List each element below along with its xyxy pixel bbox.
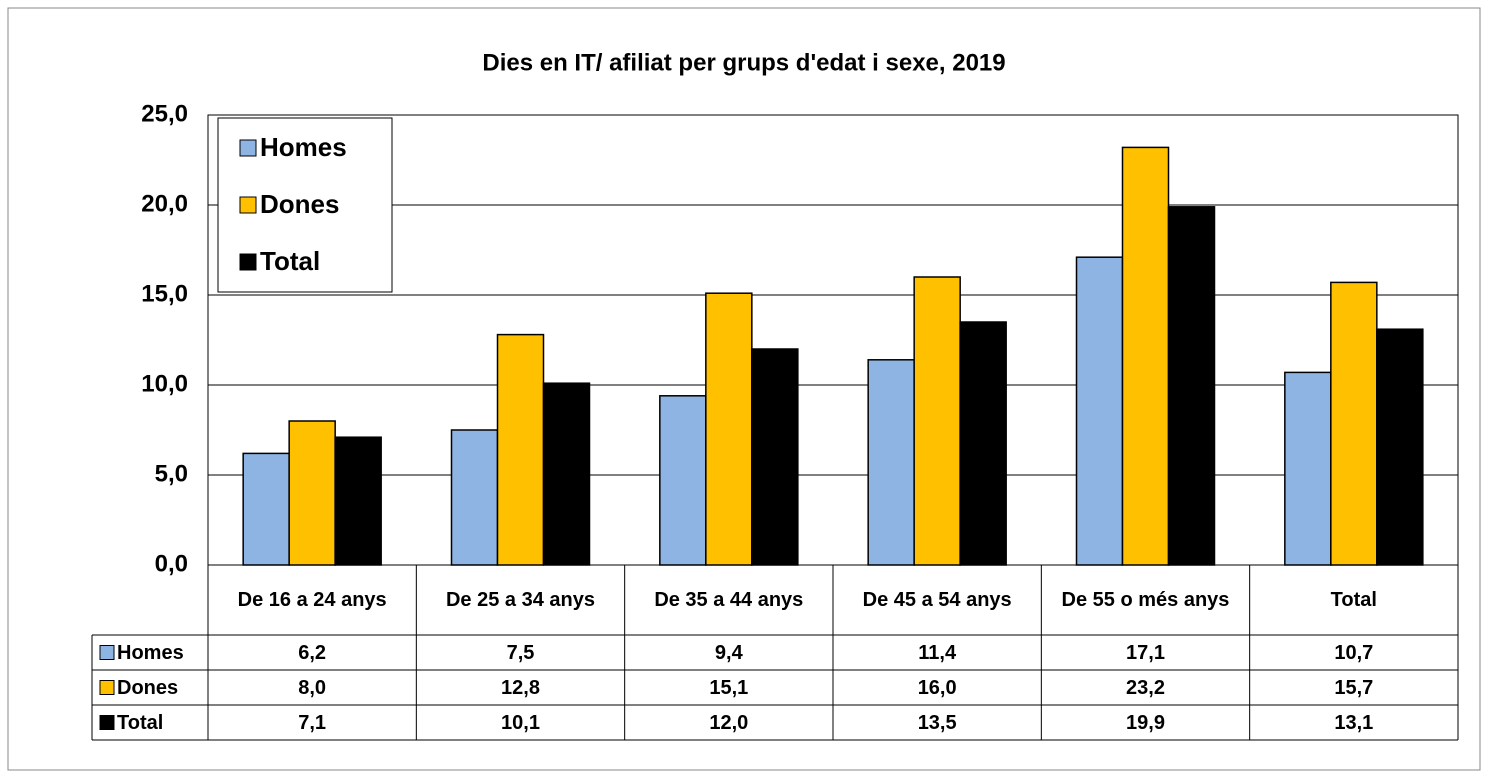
legend-key [239,253,257,271]
table-cell: 23,2 [1126,677,1165,699]
bar [450,429,499,566]
bar [751,348,799,566]
y-tick-label: 25,0 [141,100,188,127]
y-tick-label: 15,0 [141,280,188,307]
y-tick-label: 5,0 [155,460,188,487]
table-row-label: Total [117,712,163,734]
table-cell: 13,5 [918,712,957,734]
table-legend-key [99,715,115,730]
table-row-label: Dones [117,677,178,699]
x-tick-label-box: De 35 a 44 anys [654,589,804,611]
bar [867,359,915,566]
x-tick-label-box: De 55 o més anys [1061,589,1230,611]
y-tick-label: 0,0 [155,550,188,577]
bar [1376,328,1424,566]
x-tick-label: De 35 a 44 anys [654,589,804,611]
chart-title: Dies en IT/ afiliat per grups d'edat i s… [482,49,1005,76]
table-cell: 7,1 [298,712,326,734]
legend-label: Homes [260,132,347,162]
table-cell: 15,7 [1334,677,1373,699]
table-cell: 8,0 [298,677,326,699]
bar [542,382,591,566]
table-cell: 12,0 [709,712,748,734]
x-tick-label: De 25 a 34 anys [445,589,595,611]
table-cell: 13,1 [1334,712,1373,734]
legend-key [239,139,257,157]
bar [1330,281,1378,566]
y-tick-label: 20,0 [141,190,188,217]
bar [1284,371,1332,566]
table-cell: 19,9 [1126,712,1165,734]
y-tick-label: 10,0 [141,370,188,397]
table-cell: 9,4 [715,642,744,664]
x-tick-label-box: De 16 a 24 anys [237,589,387,611]
bar [288,420,336,566]
table-cell: 12,8 [501,677,540,699]
table-cell: 6,2 [298,642,326,664]
bar [705,292,753,566]
table-legend-key [99,680,115,695]
bar [1121,146,1170,566]
x-tick-label: De 55 o més anys [1061,589,1230,611]
x-tick-label: De 16 a 24 anys [237,589,387,611]
x-tick-label: Total [1330,589,1377,611]
legend-key [239,196,257,214]
bar [913,276,961,566]
bar [496,333,545,566]
bar [1167,206,1216,566]
x-tick-label: De 45 a 54 anys [862,589,1012,611]
table-cell: 17,1 [1126,642,1165,664]
table-cell: 10,7 [1334,642,1373,664]
bar [659,395,707,566]
x-tick-label-box: De 25 a 34 anys [445,589,595,611]
table-cell: 10,1 [501,712,540,734]
table-cell: 7,5 [507,642,535,664]
x-tick-label-box: De 45 a 54 anys [862,589,1012,611]
bar [1075,256,1124,566]
legend-label: Total [260,246,320,276]
bar [959,321,1007,566]
bar [334,436,382,566]
table-legend-key [99,645,115,660]
table-cell: 11,4 [918,642,957,664]
bar [242,452,290,566]
table-cell: 16,0 [918,677,957,699]
table-cell: 15,1 [709,677,748,699]
table-row-label: Homes [117,642,184,664]
x-tick-label-box: Total [1330,589,1377,611]
legend-label: Dones [260,189,339,219]
